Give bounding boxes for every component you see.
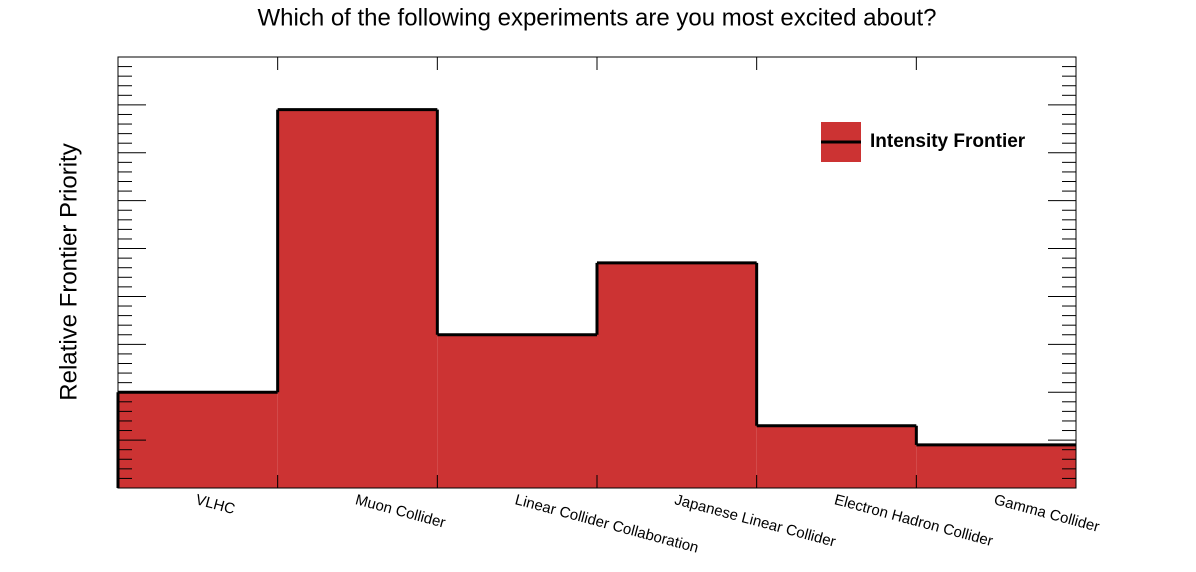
bar <box>437 334 597 488</box>
x-tick-label: Linear Collider Collaboration <box>513 491 700 556</box>
x-tick-label: VLHC <box>194 491 237 518</box>
legend-label: Intensity Frontier <box>870 131 1026 152</box>
x-tick-label: Muon Collider <box>353 491 447 531</box>
bar <box>756 425 917 488</box>
y-axis-label: Relative Frontier Priority <box>55 143 82 400</box>
bar <box>597 262 757 488</box>
x-tick-label: Electron Hadron Collider <box>832 491 994 550</box>
bar <box>277 109 438 488</box>
chart-title: Which of the following experiments are y… <box>257 4 936 31</box>
bar <box>916 444 1076 488</box>
x-tick-label: Gamma Collider <box>992 491 1101 535</box>
